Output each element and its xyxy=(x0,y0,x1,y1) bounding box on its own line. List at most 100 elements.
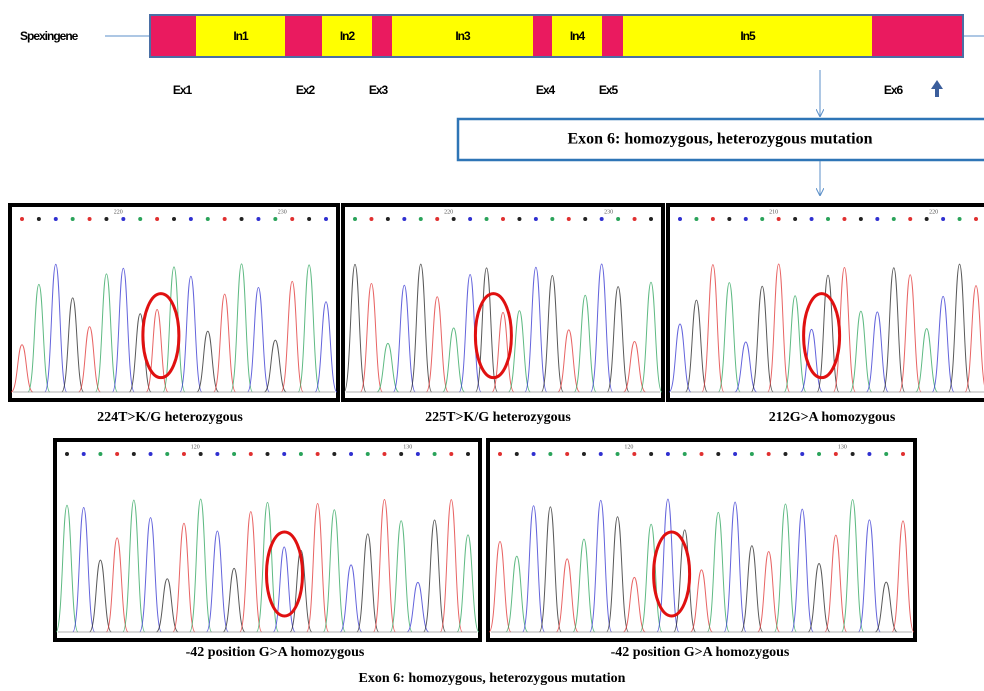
exon xyxy=(150,15,196,57)
base-dot xyxy=(941,217,945,221)
chromatogram: 220 230 xyxy=(10,205,338,400)
exon xyxy=(372,15,392,57)
base-dot xyxy=(548,452,552,456)
chromatogram: 120 130 xyxy=(488,440,915,640)
intron-label: In5 xyxy=(740,29,756,43)
base-dot xyxy=(299,452,303,456)
base-dot xyxy=(149,452,153,456)
base-dot xyxy=(532,452,536,456)
base-dot xyxy=(316,452,320,456)
base-dot xyxy=(435,217,439,221)
figure: In1In2In3In4In5SpexingeneEx1Ex2Ex3Ex4Ex5… xyxy=(0,0,984,691)
base-dot xyxy=(369,217,373,221)
base-dot xyxy=(256,217,260,221)
base-dot xyxy=(800,452,804,456)
base-dot xyxy=(777,217,781,221)
panel-caption: -42 position G>A homozygous xyxy=(611,645,790,660)
base-dot xyxy=(199,452,203,456)
base-dot xyxy=(925,217,929,221)
base-dot xyxy=(567,217,571,221)
base-dot xyxy=(826,217,830,221)
exon-label: Ex6 xyxy=(884,83,904,97)
base-dot xyxy=(793,217,797,221)
base-dot xyxy=(399,452,403,456)
base-dot xyxy=(534,217,538,221)
base-dot xyxy=(582,452,586,456)
exon xyxy=(533,15,552,57)
base-dot xyxy=(37,217,41,221)
base-dot xyxy=(65,452,69,456)
base-dot xyxy=(733,452,737,456)
base-dot xyxy=(249,452,253,456)
callout: Exon 6: homozygous, heterozygous mutatio… xyxy=(567,131,872,148)
base-dot xyxy=(155,217,159,221)
base-dot xyxy=(600,217,604,221)
base-dot xyxy=(744,217,748,221)
base-dot xyxy=(307,217,311,221)
base-dot xyxy=(223,217,227,221)
base-dot xyxy=(468,217,472,221)
site-arrow xyxy=(931,80,943,97)
position-label: 220 xyxy=(114,209,123,215)
base-dot xyxy=(678,217,682,221)
base-dot xyxy=(884,452,888,456)
base-dot xyxy=(232,452,236,456)
base-dot xyxy=(349,452,353,456)
base-dot xyxy=(842,217,846,221)
base-dot xyxy=(767,452,771,456)
panel-caption: 224T>K/G heterozygous xyxy=(97,410,243,425)
base-dot xyxy=(834,452,838,456)
base-dot xyxy=(851,452,855,456)
exon-label: Ex4 xyxy=(536,83,556,97)
base-dot xyxy=(104,217,108,221)
base-dot xyxy=(182,452,186,456)
panel xyxy=(55,440,480,640)
base-dot xyxy=(452,217,456,221)
base-dot xyxy=(433,452,437,456)
base-dot xyxy=(189,217,193,221)
base-dot xyxy=(88,217,92,221)
base-dot xyxy=(172,217,176,221)
base-dot xyxy=(82,452,86,456)
base-dot xyxy=(892,217,896,221)
base-dot xyxy=(71,217,75,221)
base-dot xyxy=(616,217,620,221)
footer-caption: Exon 6: homozygous, heterozygous mutatio… xyxy=(359,671,626,686)
base-dot xyxy=(132,452,136,456)
base-dot xyxy=(517,217,521,221)
base-dot xyxy=(273,217,277,221)
base-dot xyxy=(583,217,587,221)
base-dot xyxy=(859,217,863,221)
base-dot xyxy=(121,217,125,221)
base-dot xyxy=(974,217,978,221)
position-label: 210 xyxy=(769,209,778,215)
base-dot xyxy=(727,217,731,221)
base-dot xyxy=(332,452,336,456)
position-label: 120 xyxy=(624,444,633,450)
position-label: 130 xyxy=(838,444,847,450)
base-dot xyxy=(666,452,670,456)
intron-label: In2 xyxy=(340,29,356,43)
base-dot xyxy=(419,217,423,221)
base-dot xyxy=(353,217,357,221)
base-dot xyxy=(875,217,879,221)
base-dot xyxy=(694,217,698,221)
base-dot xyxy=(282,452,286,456)
base-dot xyxy=(485,217,489,221)
gene-label: Spexingene xyxy=(20,29,79,43)
position-label: 230 xyxy=(278,209,287,215)
base-dot xyxy=(632,452,636,456)
base-dot xyxy=(366,452,370,456)
base-dot xyxy=(266,452,270,456)
intron-label: In1 xyxy=(233,29,249,43)
base-dot xyxy=(711,217,715,221)
base-dot xyxy=(750,452,754,456)
base-dot xyxy=(649,217,653,221)
base-dot xyxy=(290,217,294,221)
exon-label: Ex1 xyxy=(173,83,193,97)
base-dot xyxy=(716,452,720,456)
intron-label: In3 xyxy=(455,29,471,43)
base-dot xyxy=(115,452,119,456)
base-dot xyxy=(901,452,905,456)
